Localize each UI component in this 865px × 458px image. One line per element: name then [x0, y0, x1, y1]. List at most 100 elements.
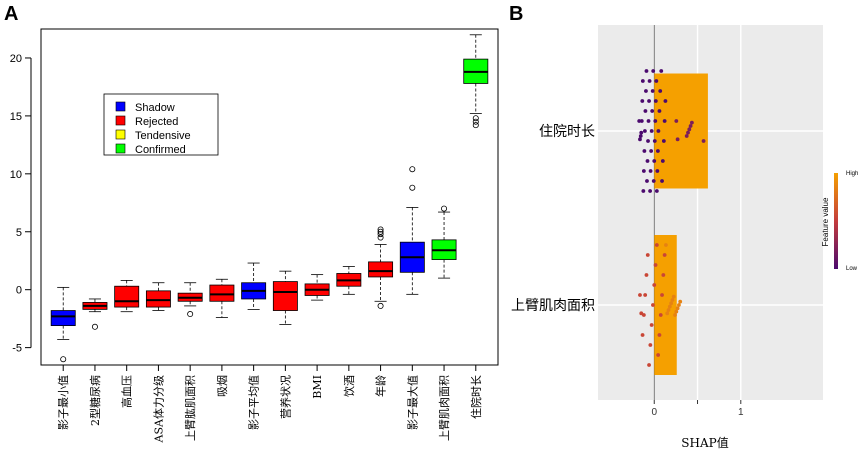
x-tick-label: 吸烟	[215, 375, 229, 397]
x-tick-label: 营养状况	[278, 375, 292, 419]
shap-point	[665, 311, 670, 316]
shap-point	[657, 109, 662, 113]
x-tick-label: 2型糖尿病	[88, 375, 102, 426]
shap-point	[661, 139, 666, 143]
boxplot-y-axis: -5 0 5 10 15 20	[10, 53, 32, 355]
shap-point	[644, 69, 649, 73]
shap-point	[639, 130, 644, 135]
panel-label-b: B	[509, 3, 523, 25]
shap-point	[656, 353, 661, 357]
shap-point	[658, 89, 663, 93]
outlier-point	[377, 234, 384, 241]
x-tick-label: 住院时长	[469, 375, 483, 419]
shap-point	[673, 313, 677, 317]
shap-point	[644, 89, 648, 93]
outlier-point	[472, 118, 479, 125]
shap-point	[662, 119, 667, 123]
shap-point	[647, 79, 652, 83]
shap-point	[656, 129, 661, 133]
shap-point	[643, 129, 647, 133]
outlier-point	[187, 311, 194, 318]
outlier-point	[472, 115, 479, 122]
shap-point	[638, 137, 642, 142]
y-tick-label: -5	[12, 343, 22, 355]
x-tick-label: 影子平均值	[248, 375, 261, 430]
shap-point	[701, 139, 706, 143]
colorbar: High Low Feature value	[821, 171, 858, 272]
legend-label-shadow: Shadow	[135, 102, 175, 114]
shap-point	[646, 119, 651, 123]
x-tick-label: 影子最小值	[57, 375, 70, 430]
outlier-point	[377, 226, 384, 233]
shap-point	[660, 159, 665, 163]
shap-point	[637, 119, 642, 123]
feature-label: 住院时长	[539, 124, 595, 140]
shap-point	[671, 294, 676, 299]
shap-point	[688, 124, 693, 128]
shap-point	[649, 323, 654, 327]
shap-point	[649, 129, 654, 133]
shap-point	[663, 99, 668, 103]
outlier-point	[377, 302, 384, 309]
shap-point	[640, 333, 645, 337]
shap-point	[686, 130, 690, 135]
shap-point	[653, 263, 658, 267]
shap-point	[674, 119, 679, 123]
legend-swatch-tendensive	[115, 129, 126, 140]
shap-point	[661, 273, 666, 277]
colorbar-high-label: High	[846, 171, 858, 177]
y-tick-label: 5	[16, 227, 22, 239]
shap-point	[660, 179, 664, 183]
shap-point	[650, 109, 655, 113]
shap-point	[650, 89, 655, 93]
x-tick-label: 饮酒	[343, 375, 356, 397]
y-tick-label: 20	[10, 53, 22, 65]
shap-point	[653, 99, 658, 103]
legend-label-confirmed: Confirmed	[135, 144, 186, 156]
shap-point	[651, 69, 656, 73]
shap-point	[659, 69, 664, 73]
shap-point	[658, 313, 663, 317]
box	[114, 285, 140, 308]
outlier-point	[409, 184, 416, 191]
legend-swatch-shadow	[115, 101, 126, 112]
shap-bar-1	[654, 73, 708, 189]
shap-point	[654, 243, 659, 247]
x-tick-label: 0	[651, 407, 657, 418]
shap-point	[652, 159, 657, 163]
box	[145, 290, 171, 308]
shap-point	[662, 253, 667, 257]
feature-label: 上臂肌肉面积	[511, 298, 595, 314]
boxplot-x-labels: 影子最小值 2型糖尿病 高血压 ASA体力分级 上臂肱肌面积 吸烟 影子平均值 营养状况 BMI…	[57, 375, 483, 443]
outlier-point	[472, 122, 479, 129]
shap-point	[642, 149, 647, 153]
shap-point	[667, 304, 672, 309]
outlier-point	[441, 205, 448, 212]
shap-point	[666, 308, 671, 312]
shap-bars	[654, 73, 708, 375]
shap-point	[669, 301, 674, 306]
shap-point	[689, 120, 694, 125]
shap-point	[644, 273, 649, 277]
shap-point	[684, 134, 689, 138]
shap-point	[640, 79, 645, 83]
shap-point	[645, 159, 650, 163]
shap-point	[645, 179, 649, 183]
legend-label-tendensive: Tendensive	[135, 130, 191, 142]
shap-point	[677, 303, 681, 307]
shap-point	[674, 309, 679, 314]
x-tick-label: 1	[738, 407, 744, 418]
shap-point	[651, 303, 655, 307]
outlier-point	[91, 323, 98, 330]
outlier-point	[60, 356, 67, 363]
shap-point	[652, 283, 657, 287]
shap-point	[643, 293, 648, 297]
shap-point	[651, 179, 656, 183]
shap-point	[654, 189, 659, 193]
shap-point	[655, 169, 660, 173]
shap-point	[657, 333, 662, 337]
x-tick-label: 上臂肌肉面积	[438, 375, 451, 441]
x-tick-label: 上臂肱肌面积	[183, 375, 197, 441]
